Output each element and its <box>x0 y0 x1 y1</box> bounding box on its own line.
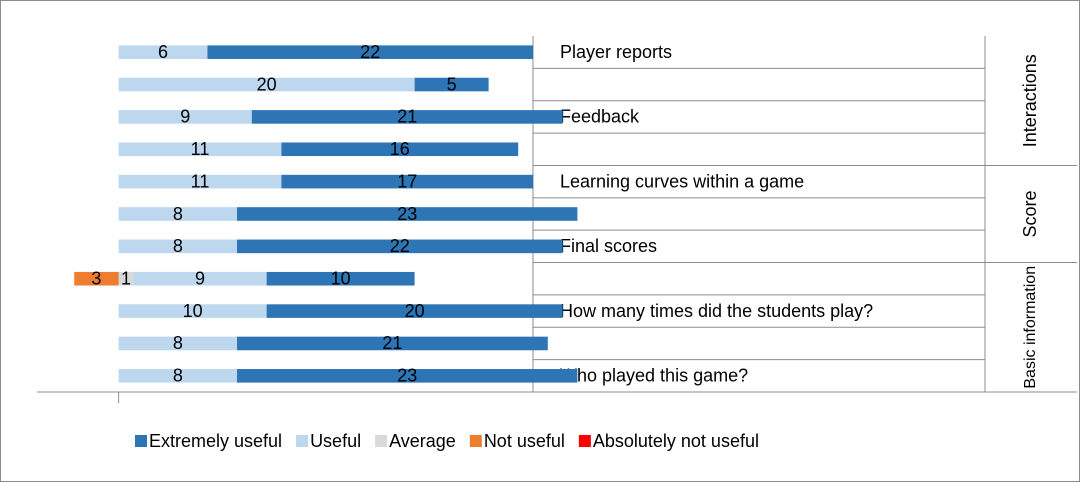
bar-segment <box>118 207 238 221</box>
legend-swatch <box>296 435 309 447</box>
data-label: 11 <box>191 171 210 191</box>
category-label: How many times did the students play? <box>560 301 873 321</box>
category-label: Player reports <box>560 42 672 62</box>
legend: Extremely useful Useful Average Not useful A… <box>135 431 759 451</box>
data-label: 10 <box>331 268 351 288</box>
legend-swatch <box>135 435 147 447</box>
data-label: 8 <box>173 204 183 224</box>
legend-label: Not useful <box>484 431 565 451</box>
category-label: Feedback <box>560 107 640 127</box>
bar-segment <box>118 174 282 189</box>
bar-segment <box>118 239 238 254</box>
bar-segment <box>237 239 563 254</box>
category-label: Final scores <box>560 236 657 256</box>
data-label: 10 <box>183 301 203 321</box>
bar-segment <box>207 45 533 59</box>
group-label: Interactions <box>1020 54 1040 147</box>
data-label: 21 <box>382 333 402 353</box>
bar-segment <box>118 45 208 59</box>
data-label: 23 <box>397 366 417 386</box>
data-label: 21 <box>397 107 417 127</box>
legend-label: Useful <box>310 431 361 451</box>
category-label: Learning curves within a game <box>560 171 804 191</box>
bar-segment <box>118 142 282 157</box>
legend-label: Absolutely not useful <box>593 431 759 451</box>
bar-segment <box>118 77 415 92</box>
data-label: 8 <box>173 236 183 256</box>
bar-segment <box>266 304 563 318</box>
legend-swatch <box>578 435 591 447</box>
data-label: 8 <box>173 333 183 353</box>
bar-segment <box>237 207 578 221</box>
data-label: 1 <box>121 268 131 288</box>
legend-label: Extremely useful <box>149 431 282 451</box>
bar-segment <box>281 174 533 189</box>
data-label: 6 <box>158 42 168 62</box>
bar-segment <box>118 369 238 383</box>
bar-segment <box>133 271 267 286</box>
bar-segment <box>118 271 134 286</box>
bar-segment <box>118 304 267 318</box>
data-label: 9 <box>180 107 190 127</box>
data-label: 5 <box>447 74 457 94</box>
bar-segment <box>74 271 119 286</box>
data-label: 11 <box>191 139 210 159</box>
bar-segment <box>237 369 578 383</box>
data-label: 22 <box>360 42 380 62</box>
legend-swatch <box>469 435 482 447</box>
data-label: 23 <box>397 204 417 224</box>
data-label: 17 <box>397 171 417 191</box>
data-label: 16 <box>390 139 410 159</box>
group-label: Score <box>1020 190 1040 237</box>
data-label: 22 <box>390 236 410 256</box>
legend-swatch <box>375 435 388 447</box>
data-label: 20 <box>405 301 425 321</box>
bar-segment <box>237 336 548 351</box>
bar-segment <box>118 336 238 351</box>
group-label: Basic information <box>1022 266 1039 389</box>
bar-segment <box>118 110 252 124</box>
legend-label: Average <box>389 431 456 451</box>
bar-segment <box>266 271 415 286</box>
data-label: 20 <box>257 74 277 94</box>
data-label: 9 <box>195 268 205 288</box>
bar-segment <box>281 142 519 157</box>
bar-segment <box>251 110 563 124</box>
bar-segment <box>414 77 489 92</box>
data-label: 3 <box>91 268 101 288</box>
category-label: Who played this game? <box>560 366 748 386</box>
data-label: 8 <box>173 366 183 386</box>
